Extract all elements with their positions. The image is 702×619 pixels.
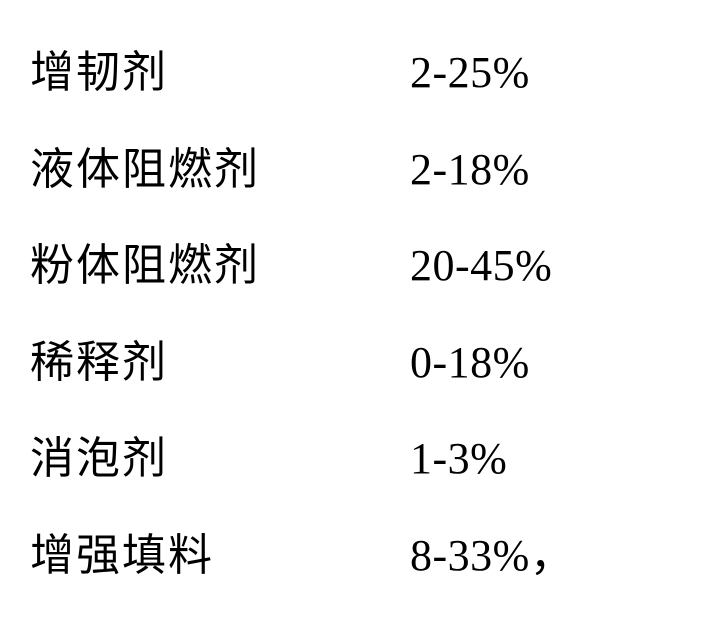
ingredient-value: 2-18% (410, 144, 530, 195)
table-row: 稀释剂 0-18% (30, 326, 672, 390)
table-row: 增强填料 8-33%， (30, 519, 672, 583)
table-row: 粉体阻燃剂 20-45% (30, 229, 672, 293)
table-row: 消泡剂 1-3% (30, 422, 672, 486)
ingredient-label: 粉体阻燃剂 (30, 229, 410, 293)
ingredient-value: 8-33%， (410, 519, 574, 583)
ingredient-label: 液体阻燃剂 (30, 133, 410, 197)
composition-list: 增韧剂 2-25% 液体阻燃剂 2-18% 粉体阻燃剂 20-45% 稀释剂 0… (0, 0, 702, 619)
ingredient-value: 2-25% (410, 47, 530, 98)
ingredient-label: 稀释剂 (30, 326, 410, 390)
ingredient-label: 增强填料 (30, 519, 410, 583)
ingredient-label: 增韧剂 (30, 36, 410, 100)
ingredient-label: 消泡剂 (30, 422, 410, 486)
ingredient-value: 20-45% (410, 240, 552, 291)
ingredient-value: 1-3% (410, 433, 507, 484)
table-row: 液体阻燃剂 2-18% (30, 133, 672, 197)
ingredient-value: 0-18% (410, 337, 530, 388)
table-row: 增韧剂 2-25% (30, 36, 672, 100)
